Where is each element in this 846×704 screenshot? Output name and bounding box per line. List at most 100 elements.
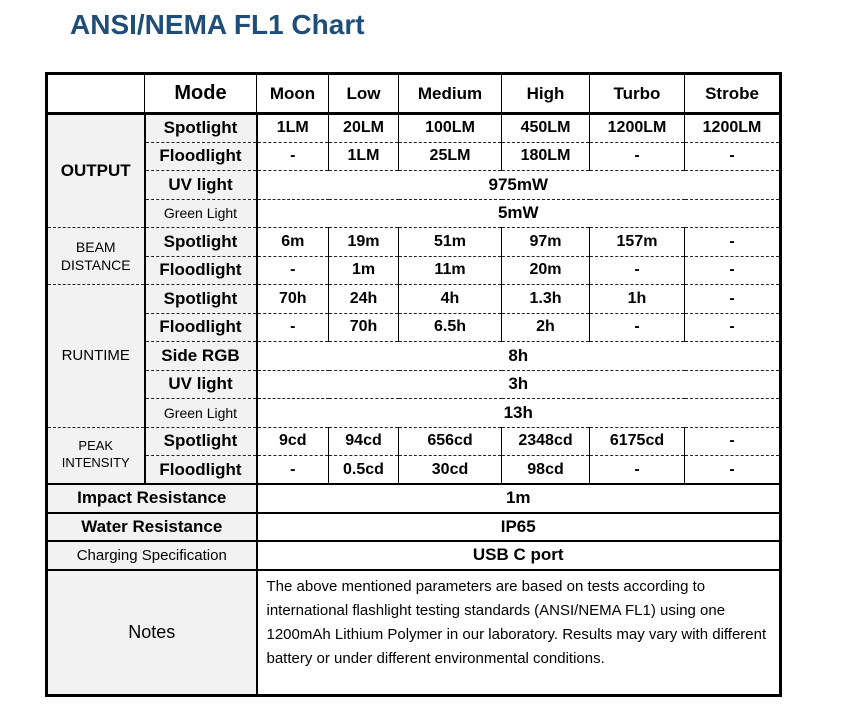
- mode-label-uv-light: UV light: [143, 369, 258, 399]
- fl1-chart-table: Mode Moon Low Medium High Turbo Strobe OUTPUT…: [45, 72, 782, 697]
- value-cell: 4h: [398, 284, 502, 314]
- column-header-strobe: Strobe: [684, 73, 781, 115]
- mode-label-spotlight: Spotlight: [143, 113, 258, 143]
- table-row: Floodlight -1m 11m 20m - -: [47, 255, 781, 285]
- value-cell: 1200LM: [684, 113, 781, 143]
- column-header-turbo: Turbo: [589, 73, 685, 115]
- table-body: OUTPUT Spotlight 1LM 20LM 100LM 450LM 1200LM 12…: [46, 113, 781, 696]
- column-header-moon: Moon: [256, 73, 329, 115]
- value-cell: 98cd: [501, 455, 590, 485]
- mode-label-side-rgb: Side RGB: [143, 341, 258, 371]
- mode-label-floodlight: Floodlight: [143, 455, 258, 485]
- table-row: OUTPUT Spotlight 1LM 20LM 100LM 450LM 1200LM 12…: [46, 113, 781, 228]
- value-cell: 450LM: [501, 113, 590, 143]
- spec-value: 1m: [255, 483, 781, 514]
- value-cell: 20LM: [328, 113, 399, 143]
- table-row: Floodlight -0.5cd 30cd 98cd - -: [47, 455, 781, 485]
- corner-cell: [46, 73, 145, 115]
- mode-label-floodlight: Floodlight: [143, 141, 258, 171]
- value-cell: -: [684, 284, 781, 314]
- page-title: ANSI/NEMA FL1 Chart: [70, 9, 365, 40]
- value-cell: -: [589, 255, 685, 285]
- value-cell: 94cd: [328, 426, 399, 456]
- value-cell-span: 3h: [255, 369, 781, 399]
- spec-label-water-resistance: Water Resistance: [46, 511, 257, 542]
- value-cell: 70h: [255, 284, 329, 314]
- spec-value: IP65: [255, 511, 781, 542]
- value-cell: -: [684, 455, 781, 485]
- spec-row: Charging Specification USB C port: [46, 540, 781, 571]
- value-cell: 1LM: [328, 141, 399, 171]
- value-cell-span: 975mW: [255, 170, 781, 200]
- value-cell: 2348cd: [501, 426, 590, 456]
- value-cell: -: [589, 141, 685, 171]
- spec-value: USB C port: [255, 540, 781, 571]
- value-cell: -: [684, 255, 781, 285]
- value-cell-span: 13h: [255, 398, 781, 428]
- value-cell: 19m: [328, 227, 399, 257]
- column-header-high: High: [501, 73, 590, 115]
- value-cell: -: [589, 455, 685, 485]
- value-cell: 25LM: [398, 141, 502, 171]
- value-cell: 20m: [501, 255, 590, 285]
- notes-row: Notes The above mentioned parameters are …: [46, 568, 781, 696]
- value-cell: 1m: [328, 255, 399, 285]
- value-cell: 97m: [501, 227, 590, 257]
- value-cell: 656cd: [398, 426, 502, 456]
- value-cell: 9cd: [255, 426, 329, 456]
- table-row: PEAK INTENSITY Spotlight 9cd 94cd 656cd 2348c…: [46, 426, 781, 485]
- value-cell: 1h: [589, 284, 685, 314]
- value-cell-span: 5mW: [255, 198, 781, 228]
- value-cell: 1200LM: [589, 113, 685, 143]
- table-row: Green Light 13h: [47, 398, 781, 428]
- mode-label-floodlight: Floodlight: [143, 312, 258, 342]
- value-cell: 0.5cd: [328, 455, 399, 485]
- spec-label-charging-specification: Charging Specification: [46, 540, 257, 571]
- mode-label-spotlight: Spotlight: [143, 227, 258, 257]
- value-cell: 157m: [589, 227, 685, 257]
- value-cell: -: [684, 141, 781, 171]
- column-header-medium: Medium: [398, 73, 502, 115]
- section-label-peak-intensity: PEAK INTENSITY: [46, 426, 145, 485]
- mode-label-green-light: Green Light: [143, 198, 258, 228]
- spec-row: Water Resistance IP65: [46, 511, 781, 542]
- table-row: Floodlight -70h 6.5h 2h - -: [47, 312, 781, 342]
- value-cell: 70h: [328, 312, 399, 342]
- notes-text: The above mentioned parameters are based…: [255, 568, 781, 696]
- value-cell: 24h: [328, 284, 399, 314]
- value-cell-span: 8h: [255, 341, 781, 371]
- value-cell: 51m: [398, 227, 502, 257]
- value-cell: -: [684, 426, 781, 456]
- value-cell: 100LM: [398, 113, 502, 143]
- value-cell: -: [589, 312, 685, 342]
- value-cell: 30cd: [398, 455, 502, 485]
- table-row: UV light 975mW: [47, 170, 781, 200]
- table-row: Green Light 5mW: [47, 198, 781, 228]
- spec-row: Impact Resistance 1m: [46, 483, 781, 514]
- header-row: Mode Moon Low Medium High Turbo Strobe: [46, 73, 781, 115]
- table-row: BEAM DISTANCE Spotlight 6m 19m 51m 97m 157m -: [46, 227, 781, 285]
- value-cell: -: [255, 141, 329, 171]
- value-cell: 11m: [398, 255, 502, 285]
- value-cell: -: [255, 312, 329, 342]
- value-cell: 2h: [501, 312, 590, 342]
- table-row: Side RGB 8h: [47, 341, 781, 371]
- value-cell: 6.5h: [398, 312, 502, 342]
- notes-label: Notes: [46, 568, 257, 696]
- value-cell: -: [255, 255, 329, 285]
- value-cell: -: [684, 312, 781, 342]
- value-cell: -: [255, 455, 329, 485]
- value-cell: 1LM: [255, 113, 329, 143]
- mode-label-green-light: Green Light: [143, 398, 258, 428]
- section-label-output: OUTPUT: [46, 113, 145, 228]
- spec-label-impact-resistance: Impact Resistance: [46, 483, 257, 514]
- value-cell: 6m: [255, 227, 329, 257]
- mode-label-spotlight: Spotlight: [143, 426, 258, 456]
- mode-label-spotlight: Spotlight: [143, 284, 258, 314]
- value-cell: -: [684, 227, 781, 257]
- value-cell: 180LM: [501, 141, 590, 171]
- value-cell: 6175cd: [589, 426, 685, 456]
- column-header-low: Low: [328, 73, 399, 115]
- value-cell: 1.3h: [501, 284, 590, 314]
